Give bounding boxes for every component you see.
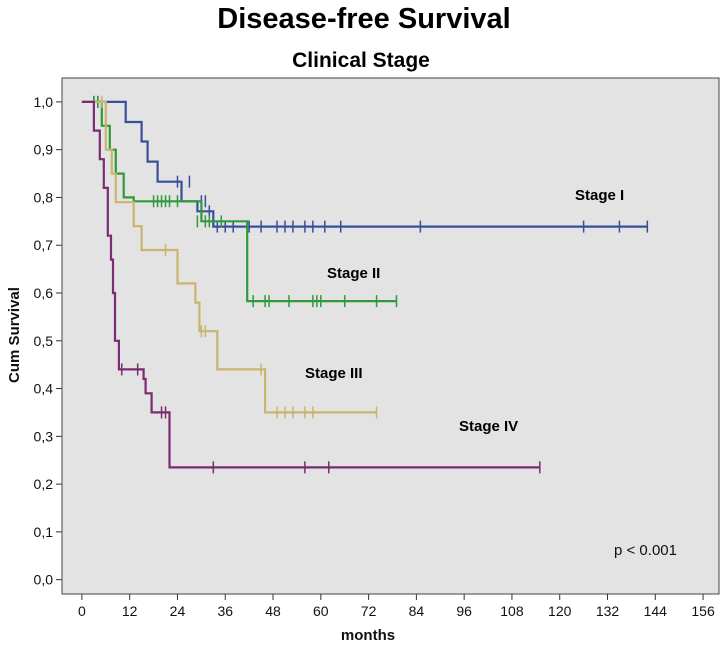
survival-curve-stage-i [81,100,648,228]
series-label-stage-i: Stage I [575,187,624,204]
x-tick-label: 48 [265,603,281,619]
y-tick-label: 0,4 [34,381,54,397]
y-tick-label: 0,6 [34,285,54,301]
series-stage-iv [81,100,541,474]
y-tick-label: 0,8 [34,189,54,205]
y-tick-label: 0,3 [34,428,54,444]
y-tick-label: 0,1 [34,524,54,540]
y-tick-label: 0,2 [34,476,54,492]
series-label-stage-iii: Stage III [305,365,363,382]
x-tick-label: 0 [78,603,86,619]
x-tick-label: 60 [313,603,329,619]
chart-subtitle: Clinical Stage [292,49,430,72]
series-layer [81,95,649,474]
y-tick-label: 0,5 [34,333,54,349]
x-tick-label: 12 [122,603,138,619]
x-tick-label: 108 [500,603,524,619]
x-axis: 0 12 24 36 48 60 72 84 96 108 120 132 144 156 [78,594,715,619]
x-tick-label: 96 [456,603,472,619]
p-value-annotation: p < 0.001 [614,542,677,559]
survival-curve-stage-iii [81,100,377,414]
series-stage-iii [81,95,378,419]
y-axis: 0,0 0,1 0,2 0,3 0,4 0,5 0,6 0,7 0,8 0,9 1,0 [34,94,62,588]
survival-curve-stage-iv [81,100,540,469]
chart-title: Disease-free Survival [217,3,510,35]
x-tick-label: 36 [217,603,233,619]
y-tick-label: 0,7 [34,237,54,253]
x-tick-label: 84 [409,603,425,619]
plot-area [61,77,720,595]
y-tick-label: 0,0 [34,572,54,588]
x-tick-label: 120 [548,603,572,619]
x-tick-label: 144 [644,603,668,619]
series-label-stage-iv: Stage IV [459,418,518,435]
y-tick-label: 0,9 [34,142,54,158]
series-label-stage-ii: Stage II [327,265,380,282]
x-tick-label: 156 [691,603,715,619]
y-axis-title: Cum Survival [6,287,23,383]
x-tick-label: 24 [170,603,186,619]
x-tick-label: 132 [596,603,620,619]
x-axis-title: months [341,627,395,644]
x-tick-label: 72 [361,603,377,619]
y-tick-label: 1,0 [34,94,54,110]
